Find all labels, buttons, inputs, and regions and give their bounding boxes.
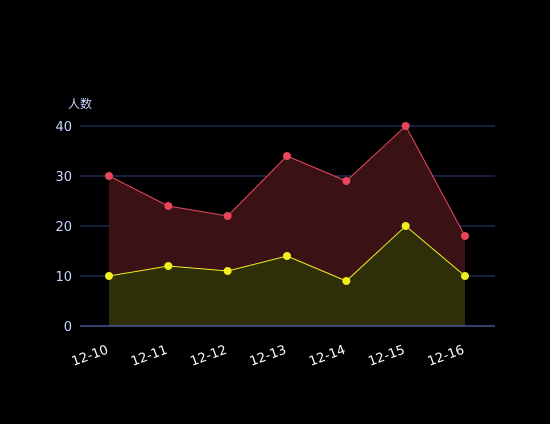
data-point <box>105 172 113 180</box>
x-tick-label: 12-16 <box>426 343 467 370</box>
x-tick-label: 12-11 <box>129 343 170 370</box>
data-point <box>105 272 113 280</box>
data-point <box>223 212 232 220</box>
x-tick-label: 12-15 <box>366 343 407 370</box>
data-point <box>401 222 410 230</box>
x-tick-label: 12-13 <box>248 343 289 370</box>
x-tick-label: 12-10 <box>70 343 111 370</box>
data-point <box>164 262 173 270</box>
data-point <box>283 252 291 260</box>
y-tick-label: 0 <box>64 320 72 335</box>
data-point <box>223 267 232 275</box>
series-area <box>109 226 465 326</box>
data-point <box>401 122 410 130</box>
data-point <box>461 232 469 240</box>
y-tick-label: 20 <box>55 220 72 235</box>
data-point <box>342 177 351 185</box>
area-layer <box>109 126 465 326</box>
data-point <box>342 277 351 285</box>
y-axis-title: 人数 <box>68 96 92 111</box>
x-tick-label: 12-12 <box>188 343 229 370</box>
data-point <box>164 202 173 210</box>
y-tick-label: 30 <box>55 170 72 185</box>
data-point <box>461 272 469 280</box>
data-point <box>283 152 291 160</box>
y-tick-label: 40 <box>55 120 72 135</box>
point-layer <box>105 122 469 285</box>
x-tick-label: 12-14 <box>307 343 348 370</box>
y-tick-label: 10 <box>55 270 72 285</box>
